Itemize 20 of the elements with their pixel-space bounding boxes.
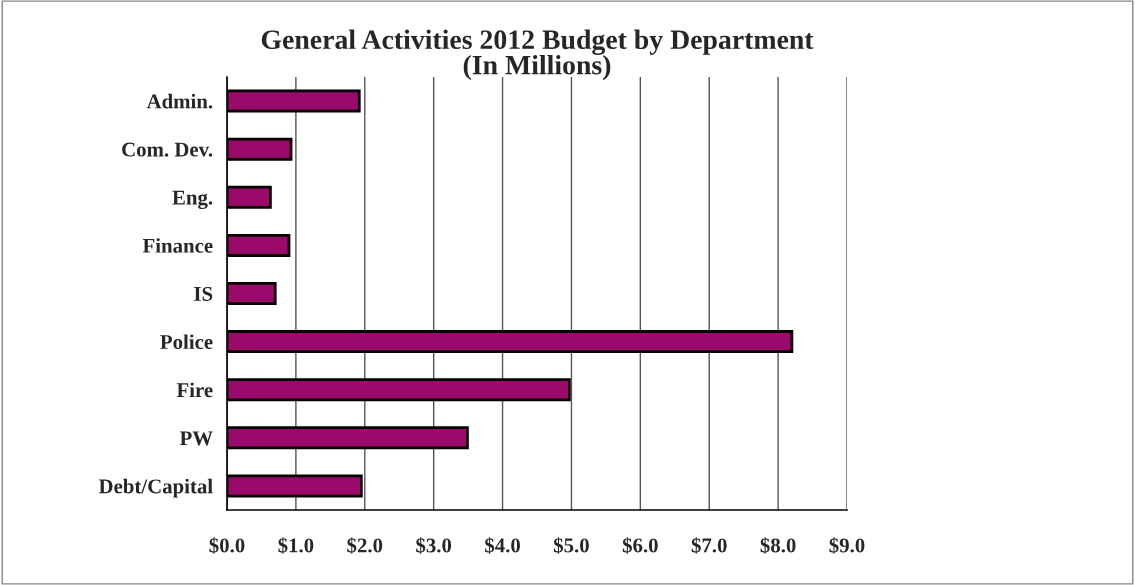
x-tick-label: $2.0 [347,537,383,554]
x-tick-label: $9.0 [829,537,865,554]
x-tick-label: $6.0 [622,537,658,554]
x-tick-label: $7.0 [691,537,727,554]
x-tick-label: $3.0 [416,537,452,554]
x-tick-label: $4.0 [485,537,520,554]
x-tick-label: $5.0 [553,537,589,554]
y-tick-label: Debt/Capital [98,478,213,498]
x-tick-label: $0.0 [209,537,245,554]
y-tick-label: PW [179,431,213,446]
x-tick-label: $8.0 [760,537,796,554]
chart-title: General Activities 2012 Budget by Department (In Millions) [261,29,814,81]
y-tick-label: Fire [176,382,213,398]
y-tick-label: Admin. [146,93,213,109]
y-tick-label: Eng. [172,190,213,210]
y-tick-label: Com. Dev. [122,142,213,157]
y-tick-label: Finance [142,238,213,253]
y-tick-label: IS [194,286,213,301]
y-tick-label: Police [160,334,213,350]
x-tick-label: $1.0 [278,537,314,554]
